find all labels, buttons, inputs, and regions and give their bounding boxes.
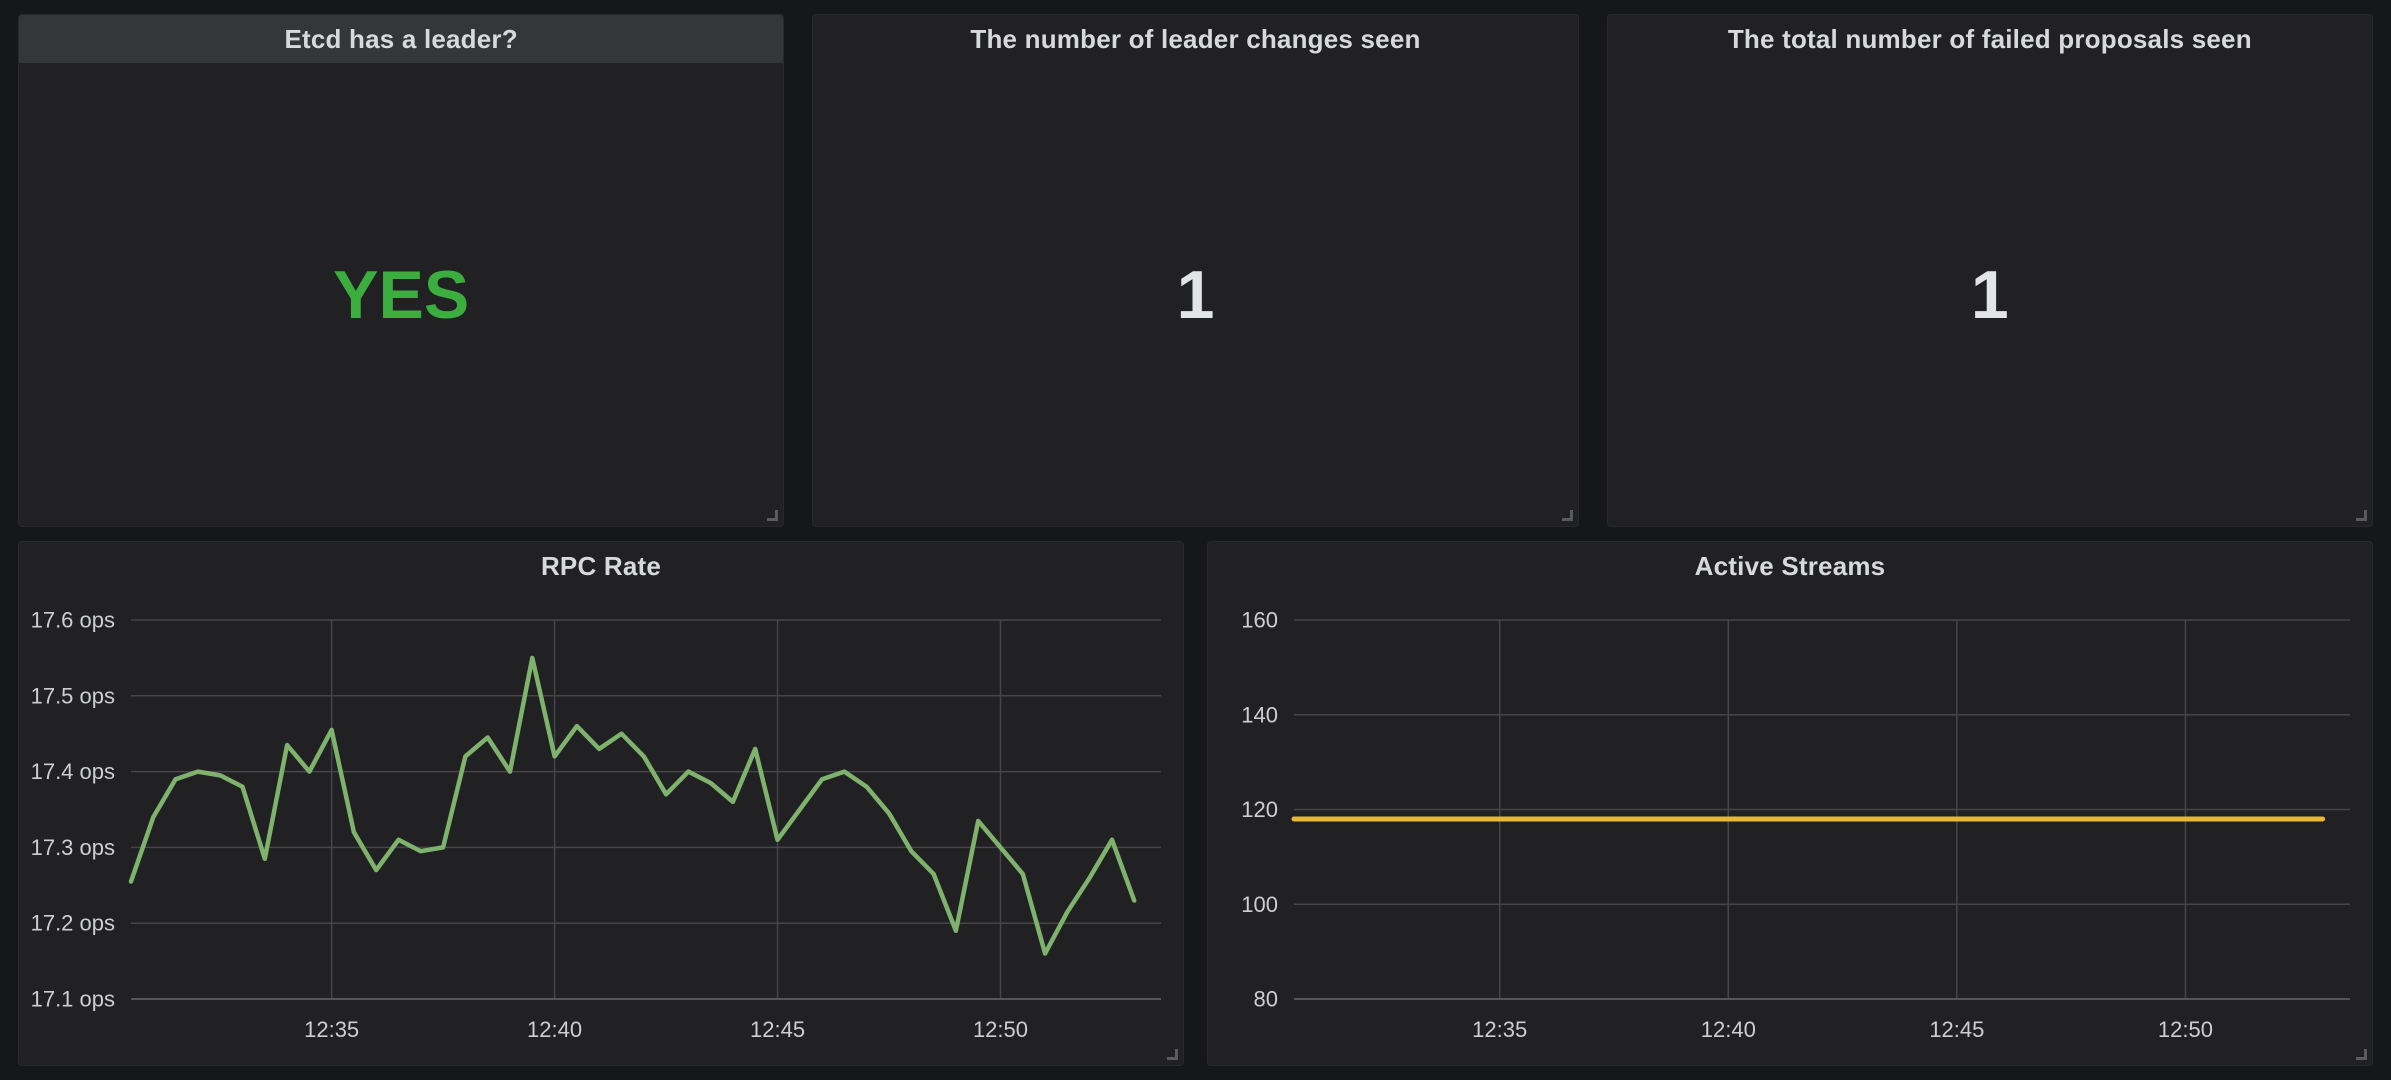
panel-resize-handle-icon[interactable] <box>1167 1049 1178 1060</box>
x-tick-label: 12:40 <box>527 1017 582 1042</box>
y-tick-label: 120 <box>1241 797 1278 822</box>
stat-body: 1 <box>813 63 1577 526</box>
panel-header-active-streams[interactable]: Active Streams <box>1208 542 2372 590</box>
panel-leader-changes: The number of leader changes seen 1 <box>812 14 1579 527</box>
panel-failed-proposals: The total number of failed proposals see… <box>1606 14 2373 527</box>
y-tick-label: 17.1 ops <box>31 987 115 1012</box>
panel-header-failed-proposals[interactable]: The total number of failed proposals see… <box>1608 15 2372 63</box>
y-tick-label: 17.6 ops <box>31 608 115 633</box>
y-tick-label: 17.4 ops <box>31 759 115 784</box>
rpc-rate-chart-area: 17.6 ops 17.5 ops 17.4 ops 17.3 ops 17.2 ops… <box>19 590 1183 1065</box>
panel-resize-handle-icon[interactable] <box>2355 510 2367 521</box>
y-tick-label: 140 <box>1241 702 1278 727</box>
panel-resize-handle-icon[interactable] <box>1561 510 1573 521</box>
panel-active-streams: Active Streams 160 140 120 100 80 12:35 12:40 1… <box>1207 541 2373 1066</box>
y-tick-label: 17.2 ops <box>31 911 115 936</box>
stat-panels-row: Etcd has a leader? YES The number of lea… <box>18 14 2373 527</box>
panel-resize-handle-icon[interactable] <box>767 510 779 521</box>
stat-body: YES <box>19 63 783 526</box>
panel-title: RPC Rate <box>540 550 662 581</box>
x-tick-label: 12:35 <box>1472 1017 1527 1042</box>
x-tick-label: 12:45 <box>750 1017 805 1042</box>
panel-header-etcd-has-leader[interactable]: Etcd has a leader? <box>19 15 784 63</box>
y-tick-label: 160 <box>1241 608 1278 633</box>
x-tick-label: 12:50 <box>973 1017 1028 1042</box>
panel-resize-handle-icon[interactable] <box>2356 1049 2367 1060</box>
leader-changes-value: 1 <box>1176 256 1215 333</box>
failed-proposals-value: 1 <box>1970 256 2009 333</box>
panel-title: The total number of failed proposals see… <box>1727 23 2252 54</box>
x-tick-label: 12:45 <box>1929 1017 1984 1042</box>
chart-panels-row: RPC Rate 17.6 ops 17.5 ops 17.4 ops 17.3 op… <box>18 541 2373 1066</box>
y-tick-label: 17.5 ops <box>31 683 115 708</box>
rpc-rate-chart[interactable]: 17.6 ops 17.5 ops 17.4 ops 17.3 ops 17.2 ops… <box>19 542 1183 1065</box>
stat-body: 1 <box>1608 63 2372 526</box>
leader-status-value: YES <box>333 256 470 333</box>
x-tick-label: 12:35 <box>304 1017 359 1042</box>
y-tick-label: 80 <box>1254 987 1278 1012</box>
panel-header-rpc-rate[interactable]: RPC Rate <box>19 542 1183 590</box>
panel-title: The number of leader changes seen <box>970 23 1421 54</box>
panel-rpc-rate: RPC Rate 17.6 ops 17.5 ops 17.4 ops 17.3 op… <box>18 541 1184 1066</box>
panel-title: Etcd has a leader? <box>284 23 518 54</box>
y-tick-label: 100 <box>1241 892 1278 917</box>
rpc-rate-line <box>128 655 1137 956</box>
y-tick-label: 17.3 ops <box>31 835 115 860</box>
x-tick-label: 12:40 <box>1701 1017 1756 1042</box>
active-streams-chart-area: 160 140 120 100 80 12:35 12:40 12:45 12:50 <box>1208 590 2372 1065</box>
panel-header-leader-changes[interactable]: The number of leader changes seen <box>813 15 1577 63</box>
panel-title: Active Streams <box>1694 550 1886 581</box>
panel-etcd-has-leader: Etcd has a leader? YES <box>18 14 785 527</box>
active-streams-chart[interactable]: 160 140 120 100 80 12:35 12:40 12:45 12:50 <box>1208 542 2372 1065</box>
x-tick-label: 12:50 <box>2158 1017 2213 1042</box>
